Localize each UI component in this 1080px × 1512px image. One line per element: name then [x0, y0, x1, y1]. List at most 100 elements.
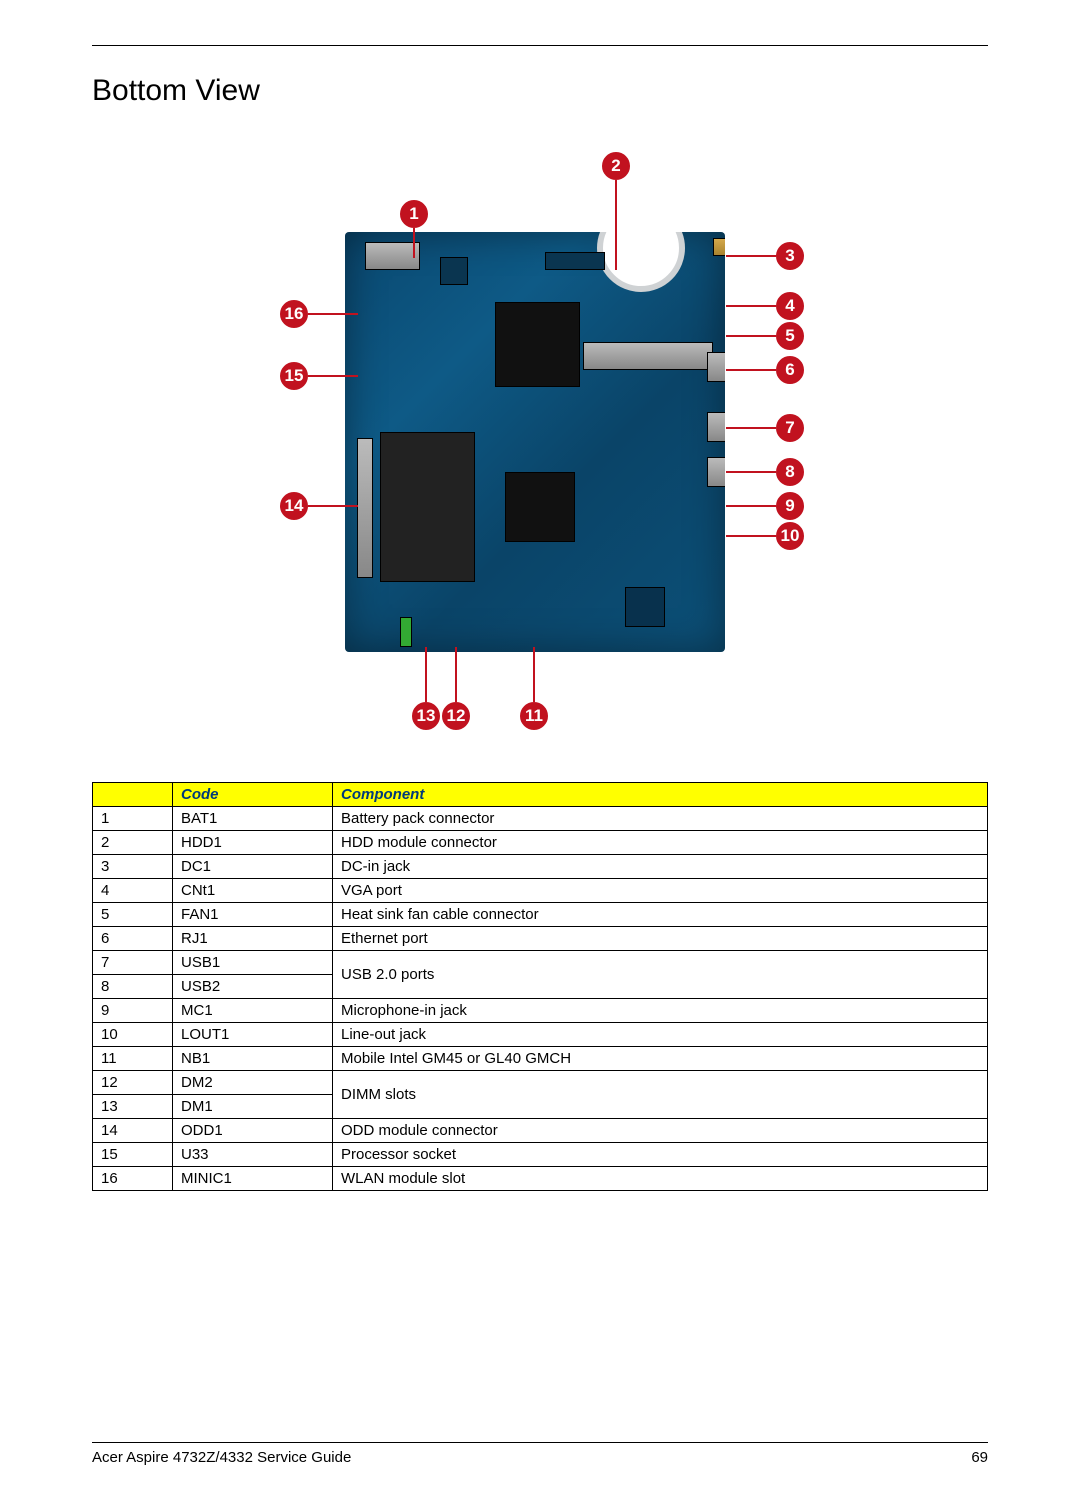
callout-badge: 16 [280, 300, 308, 328]
footer-page-number: 69 [971, 1449, 988, 1466]
table-row: 10LOUT1Line-out jack [93, 1023, 988, 1047]
top-rule [92, 45, 988, 46]
row-number: 11 [93, 1047, 173, 1071]
callout-leader [308, 375, 358, 377]
motherboard-diagram: 12345678910111213141516 [220, 142, 860, 742]
row-code: MINIC1 [173, 1167, 333, 1191]
callout-leader [726, 305, 776, 307]
row-number: 7 [93, 951, 173, 975]
row-component: Ethernet port [333, 927, 988, 951]
table-row: 3DC1DC-in jack [93, 855, 988, 879]
row-code: HDD1 [173, 831, 333, 855]
callout-leader [726, 335, 776, 337]
diagram-container: 12345678910111213141516 [92, 142, 988, 742]
callout-badge: 7 [776, 414, 804, 442]
table-row: 5FAN1Heat sink fan cable connector [93, 903, 988, 927]
header-blank [93, 783, 173, 807]
row-component: Mobile Intel GM45 or GL40 GMCH [333, 1047, 988, 1071]
callout-badge: 6 [776, 356, 804, 384]
row-component: VGA port [333, 879, 988, 903]
callout-11: 11 [520, 702, 548, 730]
callout-badge: 5 [776, 322, 804, 350]
callout-badge: 4 [776, 292, 804, 320]
header-component: Component [333, 783, 988, 807]
table-row: 15U33Processor socket [93, 1143, 988, 1167]
row-code: BAT1 [173, 807, 333, 831]
callout-4: 4 [776, 292, 804, 320]
row-code: CNt1 [173, 879, 333, 903]
callout-leader [533, 647, 535, 702]
callout-9: 9 [776, 492, 804, 520]
row-number: 16 [93, 1167, 173, 1191]
row-component: Line-out jack [333, 1023, 988, 1047]
row-code: MC1 [173, 999, 333, 1023]
callout-badge: 3 [776, 242, 804, 270]
callout-2: 2 [602, 152, 630, 180]
callout-leader [615, 180, 617, 270]
table-row: 14ODD1ODD module connector [93, 1119, 988, 1143]
callout-leader [726, 369, 776, 371]
callout-leader [726, 427, 776, 429]
row-number: 6 [93, 927, 173, 951]
callout-leader [726, 505, 776, 507]
row-component: USB 2.0 ports [333, 951, 988, 999]
callout-8: 8 [776, 458, 804, 486]
row-number: 15 [93, 1143, 173, 1167]
row-code: DM2 [173, 1071, 333, 1095]
table-row: 6RJ1Ethernet port [93, 927, 988, 951]
component-table: Code Component 1BAT1Battery pack connect… [92, 782, 988, 1191]
row-code: DC1 [173, 855, 333, 879]
table-row: 12DM2DIMM slots [93, 1071, 988, 1095]
row-number: 2 [93, 831, 173, 855]
callout-5: 5 [776, 322, 804, 350]
row-number: 12 [93, 1071, 173, 1095]
callout-10: 10 [776, 522, 804, 550]
row-number: 1 [93, 807, 173, 831]
callout-12: 12 [442, 702, 470, 730]
callout-badge: 2 [602, 152, 630, 180]
row-component: WLAN module slot [333, 1167, 988, 1191]
table-row: 11NB1Mobile Intel GM45 or GL40 GMCH [93, 1047, 988, 1071]
callout-leader [726, 255, 776, 257]
callout-badge: 14 [280, 492, 308, 520]
row-code: ODD1 [173, 1119, 333, 1143]
callout-14: 14 [280, 492, 308, 520]
row-component: DIMM slots [333, 1071, 988, 1119]
callout-16: 16 [280, 300, 308, 328]
callout-3: 3 [776, 242, 804, 270]
callout-leader [455, 647, 457, 702]
row-number: 13 [93, 1095, 173, 1119]
row-code: USB2 [173, 975, 333, 999]
row-number: 3 [93, 855, 173, 879]
table-row: 7USB1USB 2.0 ports [93, 951, 988, 975]
callout-badge: 8 [776, 458, 804, 486]
row-number: 4 [93, 879, 173, 903]
row-component: Processor socket [333, 1143, 988, 1167]
row-code: RJ1 [173, 927, 333, 951]
row-component: HDD module connector [333, 831, 988, 855]
row-code: USB1 [173, 951, 333, 975]
callout-13: 13 [412, 702, 440, 730]
page-title: Bottom View [92, 74, 988, 108]
row-code: FAN1 [173, 903, 333, 927]
callout-badge: 10 [776, 522, 804, 550]
callout-1: 1 [400, 200, 428, 228]
row-number: 10 [93, 1023, 173, 1047]
row-number: 9 [93, 999, 173, 1023]
callout-badge: 15 [280, 362, 308, 390]
callout-badge: 13 [412, 702, 440, 730]
row-number: 14 [93, 1119, 173, 1143]
callout-leader [308, 313, 358, 315]
callout-badge: 12 [442, 702, 470, 730]
row-component: ODD module connector [333, 1119, 988, 1143]
board-photo [345, 232, 725, 652]
row-code: LOUT1 [173, 1023, 333, 1047]
callout-7: 7 [776, 414, 804, 442]
callout-badge: 1 [400, 200, 428, 228]
table-row: 4CNt1VGA port [93, 879, 988, 903]
callout-leader [726, 471, 776, 473]
table-row: 9MC1Microphone-in jack [93, 999, 988, 1023]
callout-leader [726, 535, 776, 537]
row-component: Heat sink fan cable connector [333, 903, 988, 927]
callout-leader [413, 228, 415, 258]
